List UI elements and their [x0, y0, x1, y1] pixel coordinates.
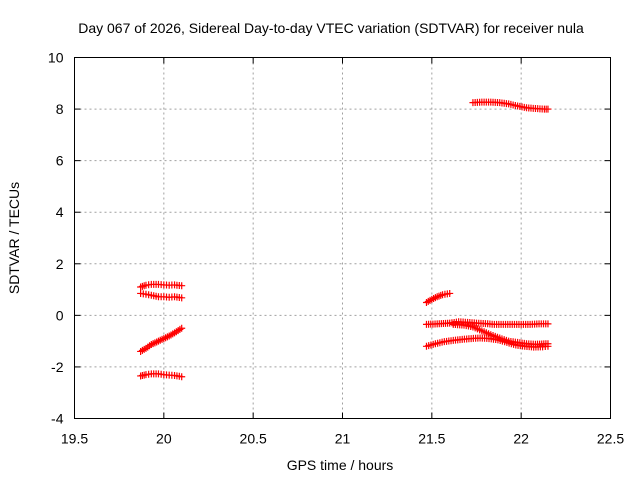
x-tick-label: 19.5: [61, 431, 88, 447]
series-arc-e: [422, 318, 552, 328]
series-arc-b: [137, 324, 186, 355]
data-point: [178, 294, 186, 302]
axis-ticks: 19.5 20 20.5 21 21.5 22 22.5 -4 -2 0 2 4 6 8 10: [48, 50, 624, 447]
series-arc-a-lower: [137, 289, 186, 302]
chart-title: Day 067 of 2026, Sidereal Day-to-day VTE…: [78, 20, 584, 36]
y-tick-label: 10: [48, 50, 64, 66]
x-axis-title: GPS time / hours: [287, 457, 394, 473]
y-tick-label: 0: [56, 307, 64, 323]
data-point: [178, 373, 186, 381]
data-point: [178, 282, 186, 290]
y-tick-label: 8: [56, 101, 64, 117]
series-arc-d: [422, 289, 454, 306]
x-tick-label: 20.5: [240, 431, 267, 447]
y-axis-title: SDTVAR / TECUs: [6, 182, 22, 294]
series-arc-h: [469, 98, 552, 113]
x-tick-label: 21: [335, 431, 351, 447]
data-markers: [137, 98, 552, 381]
data-point: [138, 282, 146, 290]
y-tick-label: 6: [56, 153, 64, 169]
x-tick-label: 22.5: [597, 431, 624, 447]
x-tick-label: 21.5: [418, 431, 445, 447]
x-tick-label: 22: [513, 431, 529, 447]
data-point: [544, 320, 552, 328]
data-point: [544, 105, 552, 113]
y-tick-label: 2: [56, 256, 64, 272]
data-point: [544, 342, 552, 350]
y-tick-label: 4: [56, 204, 64, 220]
series-arc-g: [422, 334, 552, 351]
series-arc-c: [137, 370, 186, 381]
data-point: [446, 289, 454, 297]
data-point: [140, 282, 148, 290]
y-tick-label: -4: [51, 411, 64, 427]
series-arc-a-upper: [137, 280, 186, 291]
y-tick-label: -2: [51, 359, 64, 375]
data-point: [137, 283, 145, 291]
x-tick-label: 20: [156, 431, 172, 447]
data-point: [178, 324, 186, 332]
grid: [74, 57, 611, 419]
